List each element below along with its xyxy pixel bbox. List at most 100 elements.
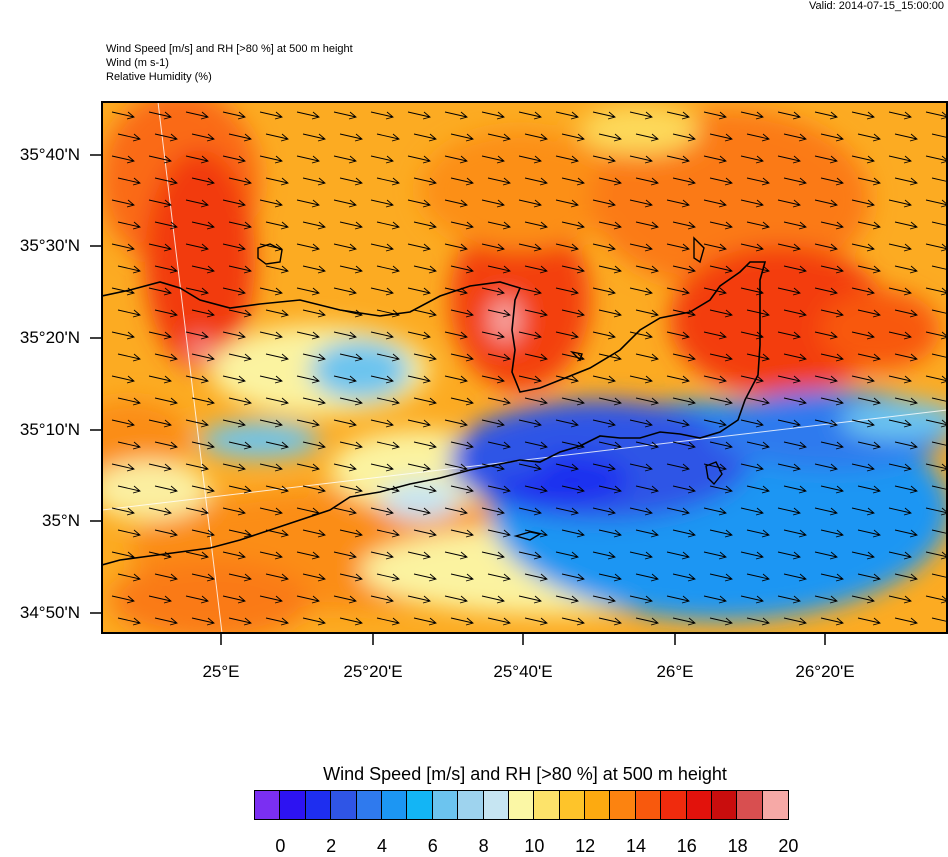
wind-arrow bbox=[481, 199, 505, 208]
wind-arrow bbox=[635, 617, 659, 626]
wind-arrow bbox=[931, 441, 947, 449]
wind-arrow bbox=[561, 485, 585, 494]
wind-arrow bbox=[154, 573, 178, 582]
wind-arrow bbox=[629, 551, 653, 560]
wind-arrow bbox=[185, 507, 209, 516]
wind-arrow bbox=[857, 617, 881, 626]
wind-arrow bbox=[703, 551, 727, 560]
wind-arrow bbox=[857, 441, 881, 450]
colorbar-swatch bbox=[686, 791, 713, 819]
wind-arrow bbox=[851, 199, 875, 208]
wind-arrow bbox=[555, 155, 579, 164]
wind-arrow bbox=[888, 155, 912, 164]
axis-ticks bbox=[90, 154, 826, 645]
wind-arrow bbox=[592, 111, 616, 120]
wind-arrow bbox=[117, 397, 141, 406]
wind-arrow bbox=[888, 243, 912, 252]
wind-arrow bbox=[302, 485, 326, 494]
wind-arrow bbox=[709, 529, 733, 538]
wind-arrow bbox=[709, 441, 733, 450]
wind-arrow bbox=[598, 309, 622, 318]
wind-arrow bbox=[481, 287, 505, 296]
wind-arrow bbox=[931, 309, 947, 317]
colorbar-swatch bbox=[255, 791, 281, 819]
wind-arrow bbox=[481, 419, 505, 428]
x-tick-label: 26°20'E bbox=[795, 662, 855, 681]
wind-arrow bbox=[154, 617, 178, 626]
wind-arrow bbox=[444, 595, 468, 604]
wind-arrow bbox=[487, 265, 511, 274]
wind-arrow bbox=[339, 441, 363, 450]
wind-arrow bbox=[857, 485, 881, 494]
wind-arrow bbox=[518, 551, 542, 560]
colorbar-swatch bbox=[458, 791, 484, 819]
wind-arrow bbox=[598, 221, 622, 230]
wind-arrow bbox=[487, 441, 511, 450]
wind-arrow bbox=[154, 177, 178, 186]
wind-arrow bbox=[518, 595, 542, 604]
wind-arrow bbox=[117, 441, 141, 450]
wind-arrow bbox=[407, 331, 431, 340]
wind-arrow bbox=[925, 375, 947, 384]
colorbar-swatch bbox=[407, 791, 433, 819]
wind-arrow bbox=[185, 243, 209, 252]
wind-arrow bbox=[222, 331, 246, 340]
wind-arrow bbox=[413, 397, 437, 406]
wind-arrow bbox=[925, 243, 947, 252]
wind-arrow bbox=[370, 243, 394, 252]
y-tick-label: 35°30'N bbox=[19, 236, 80, 255]
wind-arrow bbox=[265, 265, 289, 274]
wind-arrow bbox=[709, 177, 733, 186]
wind-arrow bbox=[302, 573, 326, 582]
map-frame bbox=[101, 101, 948, 634]
wind-arrow bbox=[672, 353, 696, 362]
wind-arrow bbox=[376, 177, 400, 186]
wind-arrow bbox=[857, 353, 881, 362]
wind-arrow bbox=[222, 155, 246, 164]
wind-arrow bbox=[302, 529, 326, 538]
wind-arrow bbox=[265, 617, 289, 626]
wind-arrow bbox=[635, 309, 659, 318]
wind-arrow bbox=[185, 463, 209, 472]
wind-arrow bbox=[154, 309, 178, 318]
wind-arrow bbox=[561, 529, 585, 538]
wind-arrow bbox=[851, 331, 875, 340]
wind-vectors bbox=[111, 111, 947, 626]
wind-arrow bbox=[709, 397, 733, 406]
wind-arrow bbox=[222, 111, 246, 120]
wind-arrow bbox=[740, 463, 764, 472]
wind-arrow bbox=[783, 177, 807, 186]
wind-arrow bbox=[185, 551, 209, 560]
wind-arrow bbox=[296, 199, 320, 208]
colorbar-swatch bbox=[712, 791, 738, 819]
wind-arrow bbox=[370, 199, 394, 208]
wind-arrow bbox=[561, 617, 585, 626]
wind-arrow bbox=[629, 199, 653, 208]
colorbar-label: 4 bbox=[376, 836, 387, 856]
wind-arrow bbox=[931, 573, 947, 581]
wind-arrow bbox=[703, 243, 727, 252]
wind-arrow bbox=[407, 243, 431, 252]
wind-arrow bbox=[666, 507, 690, 516]
wind-arrow bbox=[777, 111, 801, 120]
wind-arrow bbox=[487, 617, 511, 626]
wind-arrow bbox=[154, 221, 178, 230]
wind-arrow bbox=[925, 551, 947, 560]
wind-arrow bbox=[117, 133, 141, 142]
wind-arrow bbox=[518, 463, 542, 472]
wind-arrow bbox=[931, 485, 947, 493]
wind-arrow bbox=[148, 155, 172, 164]
wind-arrow bbox=[703, 287, 727, 296]
wind-arrow bbox=[777, 287, 801, 296]
wind-arrow bbox=[777, 155, 801, 164]
wind-arrow bbox=[228, 265, 252, 274]
wind-arrow bbox=[228, 353, 252, 362]
wind-arrow bbox=[629, 507, 653, 516]
wind-arrow bbox=[228, 221, 252, 230]
wind-arrow bbox=[635, 265, 659, 274]
wind-arrow bbox=[222, 375, 246, 384]
wind-arrow bbox=[703, 463, 727, 472]
wind-arrow bbox=[666, 243, 690, 252]
colorbar-swatch bbox=[737, 791, 763, 819]
wind-arrow bbox=[746, 309, 770, 318]
